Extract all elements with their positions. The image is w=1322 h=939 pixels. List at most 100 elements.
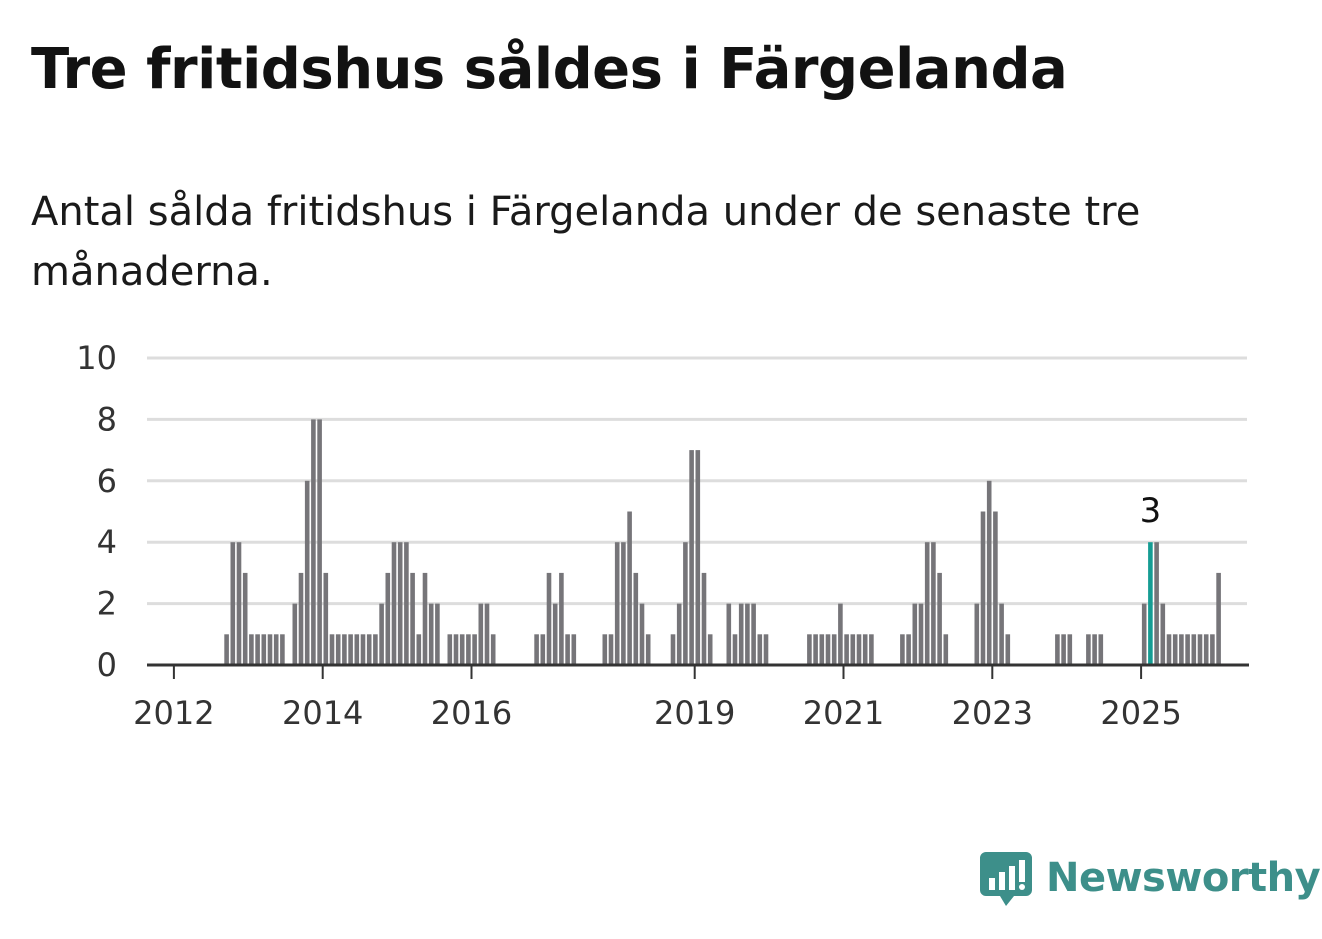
- bar: [645, 634, 651, 665]
- bar: [236, 542, 242, 665]
- bar: [738, 603, 744, 665]
- bar: [639, 603, 645, 665]
- bar-highlight: [1148, 542, 1153, 665]
- bar: [986, 480, 992, 665]
- bar: [1216, 572, 1221, 665]
- bar: [726, 603, 732, 665]
- bar: [317, 419, 322, 665]
- bar: [546, 572, 552, 665]
- x-tick-label: 2012: [133, 694, 214, 732]
- bar: [366, 634, 372, 665]
- bar: [255, 634, 260, 665]
- bar: [924, 542, 930, 665]
- x-tick-label: 2019: [654, 694, 735, 732]
- bar: [540, 634, 546, 665]
- bar: [608, 634, 614, 665]
- bar: [831, 634, 837, 665]
- bar: [447, 634, 453, 665]
- bar: [993, 511, 998, 665]
- bar: [732, 634, 738, 665]
- bar: [373, 634, 378, 665]
- bar: [602, 634, 608, 665]
- bar: [466, 634, 471, 665]
- bar: [385, 572, 391, 665]
- bar: [999, 603, 1004, 665]
- bar: [931, 542, 936, 665]
- bar: [1154, 542, 1159, 665]
- bar: [565, 634, 570, 665]
- bar-chart: 0 2 4 6 8 10 2012 2014 2016 2019 2021 2023 2025 3: [76, 339, 1249, 732]
- bar: [745, 603, 750, 665]
- bar: [695, 450, 701, 665]
- bar: [614, 542, 620, 665]
- bar: [422, 572, 428, 665]
- bar: [974, 603, 980, 665]
- x-tick-label: 2014: [282, 694, 363, 732]
- bar: [1141, 603, 1147, 665]
- bar: [360, 634, 366, 665]
- bar: [906, 634, 911, 665]
- bar: [292, 603, 298, 665]
- bar: [472, 634, 477, 665]
- bar: [490, 634, 496, 665]
- bar: [1098, 634, 1104, 665]
- grid-lines: [147, 356, 1247, 606]
- chart-subtitle: Antal sålda fritidshus i Färgelanda unde…: [31, 189, 1141, 295]
- bars: [224, 419, 1221, 665]
- last-value-label: 3: [1140, 491, 1162, 531]
- bar: [559, 572, 564, 665]
- bar: [416, 634, 422, 665]
- bar: [1067, 634, 1073, 665]
- bar: [813, 634, 818, 665]
- bar: [379, 603, 384, 665]
- bar: [534, 634, 539, 665]
- bar: [242, 572, 248, 665]
- bar: [391, 542, 397, 665]
- bar: [763, 634, 769, 665]
- bar: [329, 634, 335, 665]
- bar: [1210, 634, 1215, 665]
- bar: [249, 634, 254, 665]
- x-tick-label: 2025: [1100, 694, 1181, 732]
- bar: [670, 634, 676, 665]
- bar: [410, 572, 415, 665]
- chart-title: Tre fritidshus såldes i Färgelanda: [31, 37, 1068, 102]
- bar: [757, 634, 763, 665]
- brand-name: Newsworthy: [1046, 855, 1321, 901]
- bar: [1160, 603, 1166, 665]
- bar: [311, 419, 316, 665]
- bar: [1179, 634, 1184, 665]
- y-tick-label: 0: [97, 646, 117, 684]
- bar: [621, 542, 626, 665]
- bar: [273, 634, 279, 665]
- bar: [428, 603, 434, 665]
- bar: [348, 634, 353, 665]
- bar: [304, 480, 310, 665]
- bar: [943, 634, 949, 665]
- bar: [1055, 634, 1060, 665]
- axes: [147, 663, 1249, 679]
- bar: [707, 634, 713, 665]
- bar: [912, 603, 918, 665]
- bar: [1166, 634, 1172, 665]
- bar: [1197, 634, 1203, 665]
- bar: [1172, 634, 1178, 665]
- bar: [751, 603, 756, 665]
- bar: [937, 572, 942, 665]
- bar: [397, 542, 403, 665]
- bar: [230, 542, 236, 665]
- bar: [224, 634, 229, 665]
- bar: [856, 634, 862, 665]
- bar: [689, 450, 694, 665]
- bar: [918, 603, 924, 665]
- bar: [280, 634, 285, 665]
- bar: [900, 634, 905, 665]
- x-tick-label: 2021: [803, 694, 884, 732]
- bar: [1061, 634, 1066, 665]
- bar: [1092, 634, 1097, 665]
- x-tick-label: 2016: [431, 694, 512, 732]
- y-tick-label: 4: [97, 523, 117, 561]
- bar: [862, 634, 868, 665]
- bar: [844, 634, 849, 665]
- x-tick-label: 2023: [952, 694, 1033, 732]
